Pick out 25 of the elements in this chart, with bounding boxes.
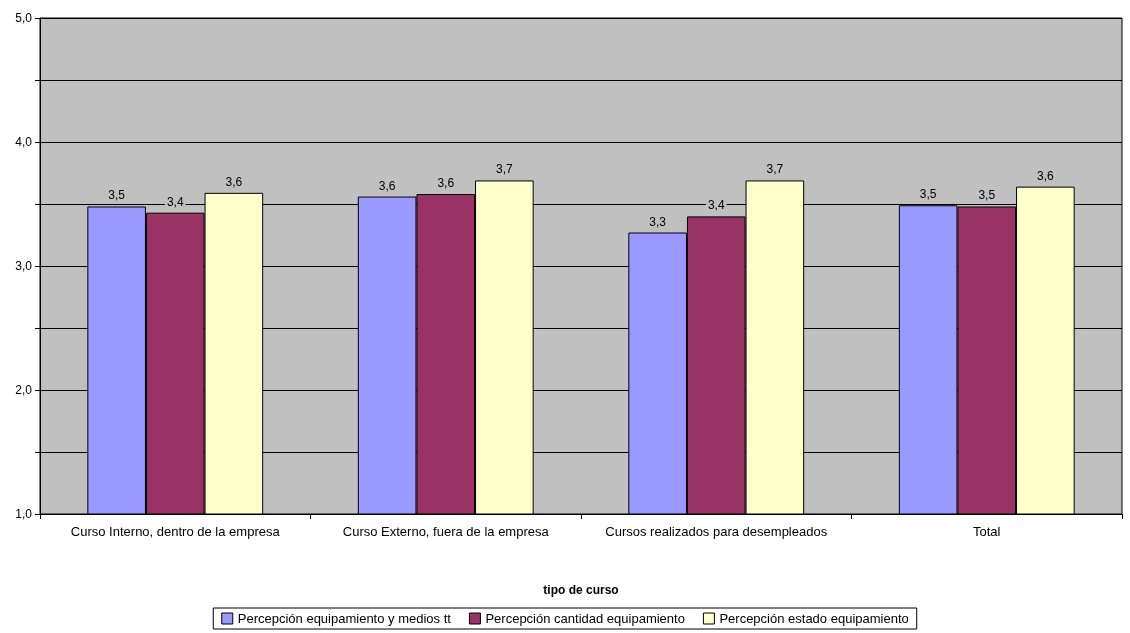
- x-axis-title: tipo de curso: [543, 583, 619, 597]
- legend-label: Percepción estado equipamiento: [719, 611, 909, 626]
- x-tick-label: Curso Interno, dentro de la empresa: [70, 523, 281, 539]
- y-tick-label: 5,0: [15, 11, 33, 25]
- data-label: 3,6: [378, 178, 396, 193]
- data-label: 3,6: [1037, 168, 1055, 183]
- data-label: 3,6: [437, 176, 455, 191]
- y-tick-label: 3,0: [15, 259, 33, 273]
- x-tick-label: Curso Externo, fuera de la empresa: [342, 523, 550, 539]
- data-label: 3,4: [707, 198, 725, 213]
- legend-label: Percepción cantidad equipamiento: [485, 611, 685, 626]
- data-label: 3,5: [108, 188, 126, 203]
- legend-label: Percepción equipamiento y medios tt: [237, 611, 452, 626]
- data-label: 3,4: [166, 194, 184, 209]
- data-label: 3,3: [649, 214, 667, 229]
- y-tick-label: 1,0: [15, 507, 33, 521]
- x-tick-label: Cursos realizados para desempleados: [605, 523, 828, 539]
- x-tick-label: Total: [973, 523, 1001, 539]
- y-tick-label: 2,0: [15, 383, 33, 397]
- data-label: 3,5: [978, 188, 996, 203]
- data-label: 3,6: [225, 174, 243, 189]
- data-label: 3,5: [919, 187, 937, 202]
- data-label: 3,7: [496, 162, 514, 177]
- y-tick-label: 4,0: [15, 135, 33, 149]
- data-label: 3,7: [766, 162, 784, 177]
